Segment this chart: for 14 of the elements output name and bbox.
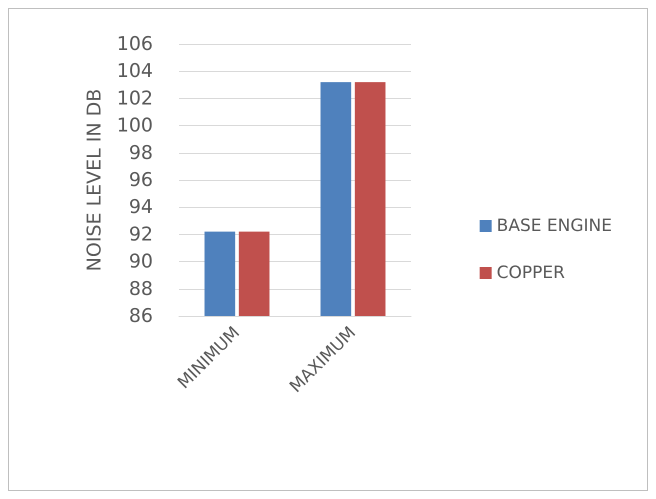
- y-tick-label: 106: [116, 33, 153, 55]
- y-tick-label: 100: [116, 114, 153, 137]
- y-tick-label: 90: [128, 250, 153, 273]
- y-tick-label: 92: [128, 223, 153, 246]
- y-axis-title: NOISE LEVEL IN DB: [84, 88, 106, 272]
- y-tick-label: 104: [116, 60, 153, 82]
- legend-label: BASE ENGINE: [496, 216, 612, 236]
- y-tick-label: 86: [128, 305, 153, 327]
- y-tick-label: 96: [128, 169, 153, 191]
- y-tick-label: 88: [128, 278, 153, 300]
- y-tick-label: 102: [116, 87, 153, 110]
- y-tick-label: 94: [128, 196, 153, 218]
- y-tick-label: 98: [128, 142, 153, 164]
- legend-label: COPPER: [496, 263, 566, 283]
